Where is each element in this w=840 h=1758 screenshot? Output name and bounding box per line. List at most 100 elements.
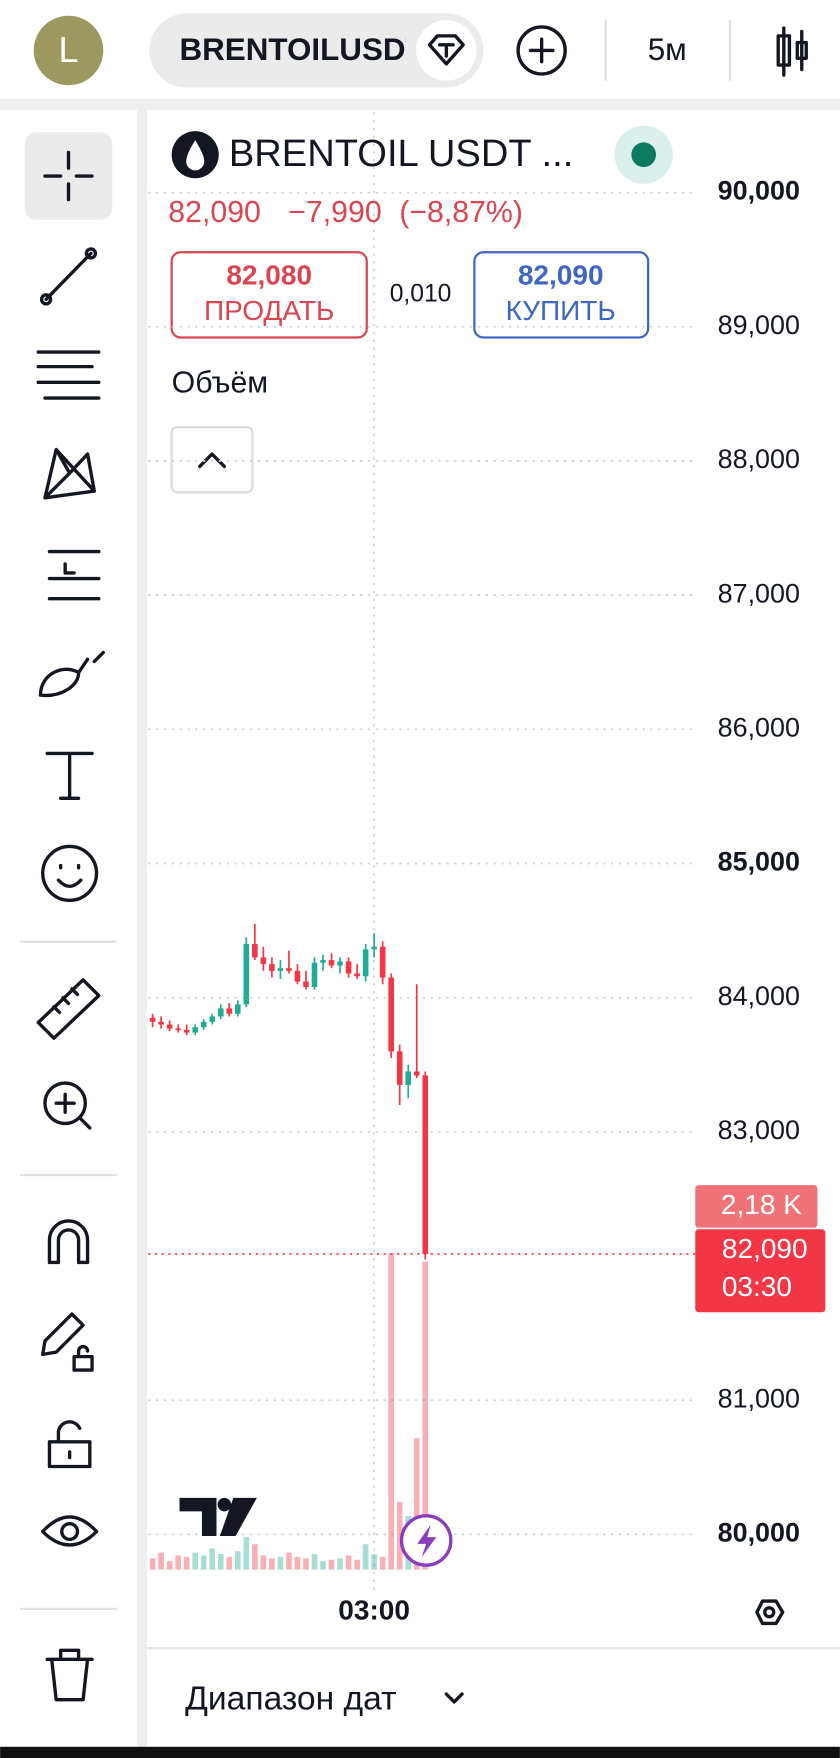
volume-bar	[413, 1438, 420, 1570]
chart-title: BRENTOIL USDT ...	[229, 133, 573, 175]
volume-bar	[328, 1559, 335, 1570]
price-change-pct: (−8,87%)	[399, 196, 523, 229]
candle-body	[396, 1051, 403, 1085]
candle-body	[192, 1027, 199, 1033]
candle-body	[149, 1017, 156, 1022]
date-range[interactable]: Диапазон дат	[185, 1681, 396, 1718]
flash-icon	[417, 1524, 437, 1558]
crosshair-tool[interactable]	[43, 150, 94, 202]
interval[interactable]: 5м	[648, 32, 687, 67]
magnet-tool[interactable]	[47, 1219, 90, 1265]
candle-body	[252, 944, 258, 958]
candle-body	[388, 977, 394, 1052]
buy-label: КУПИТЬ	[506, 295, 616, 326]
chart-type-icon[interactable]	[776, 26, 808, 77]
volume-bar	[226, 1556, 233, 1570]
add-button[interactable]	[516, 25, 567, 76]
volume-bar	[166, 1561, 173, 1570]
drop-icon	[186, 140, 205, 171]
countdown: 03:30	[722, 1271, 792, 1302]
candle-body	[328, 960, 335, 966]
candle-body	[200, 1021, 207, 1028]
buy-button[interactable]	[473, 251, 650, 339]
candle-body	[354, 973, 360, 977]
lock-tool[interactable]	[47, 1420, 92, 1469]
volume-bar	[396, 1501, 403, 1570]
volume-bar	[252, 1544, 258, 1570]
volume-bar	[311, 1554, 318, 1570]
y-tick-label: 88,000	[718, 444, 800, 474]
candle-body	[226, 1008, 233, 1014]
price-tag	[695, 1229, 826, 1313]
candle-body	[405, 1071, 412, 1085]
brush-tool[interactable]	[38, 650, 105, 698]
volume-bar	[371, 1554, 377, 1570]
pattern-tool[interactable]	[43, 447, 96, 500]
collapse-button[interactable]	[170, 426, 254, 494]
candle-body	[337, 961, 343, 966]
position-tool[interactable]	[47, 549, 101, 601]
volume-bar	[175, 1555, 181, 1570]
status-dot	[631, 142, 657, 168]
trendline-tool[interactable]	[44, 251, 93, 302]
lock-drawings-tool[interactable]	[41, 1312, 94, 1372]
tool-dot	[39, 293, 53, 306]
sell-label: ПРОДАТЬ	[204, 295, 334, 326]
settings-button[interactable]	[755, 1599, 785, 1626]
volume-bar	[183, 1556, 190, 1570]
price-change: −7,990	[288, 196, 381, 229]
volume-bar	[277, 1556, 284, 1570]
zoom-tool[interactable]	[43, 1081, 88, 1126]
emoji-tool[interactable]	[41, 844, 99, 902]
text-tool[interactable]	[45, 751, 94, 800]
volume-bar	[260, 1555, 267, 1570]
sell-price: 82,080	[226, 259, 312, 290]
volume-bar	[149, 1558, 156, 1570]
volume-bar	[200, 1555, 207, 1570]
tool-selected	[24, 132, 113, 220]
volume-bar	[337, 1558, 343, 1570]
candle-body	[320, 960, 326, 963]
buy-price: 82,090	[518, 259, 604, 290]
tradingview-logo	[179, 1497, 257, 1537]
y-tick-label: 85,000	[718, 847, 800, 877]
avatar[interactable]	[33, 15, 104, 86]
fib-tool[interactable]	[36, 350, 101, 400]
y-tick-label: 80,000	[718, 1517, 800, 1547]
symbol-name: BRENTOILUSDT	[180, 32, 425, 67]
plot: 90,000 89,000 88,000 87,000 86,000 85,000 84,0…	[148, 112, 826, 1626]
candle-body	[158, 1021, 164, 1025]
chevron-up	[198, 452, 227, 469]
volume-tag-label: 2,18 K	[721, 1189, 802, 1220]
volume-bar	[388, 1253, 394, 1570]
emoji-face	[56, 863, 83, 888]
eye-pupil	[60, 1521, 80, 1542]
logo-dot	[217, 1497, 232, 1512]
volume-bar	[379, 1556, 386, 1570]
tool-dot	[84, 247, 98, 260]
volume-title: Объём	[172, 367, 268, 400]
candle-body	[303, 981, 309, 987]
candle-body	[235, 1004, 241, 1014]
ruler-tool[interactable]	[36, 978, 101, 1040]
sell-button[interactable]	[170, 251, 368, 339]
candle-body	[243, 944, 250, 1005]
candle-body	[183, 1029, 190, 1033]
y-tick-label: 83,000	[718, 1115, 800, 1145]
candle-body	[286, 968, 292, 971]
candle-body	[209, 1016, 216, 1022]
volume-bar	[422, 1261, 429, 1570]
visibility-tool[interactable]	[41, 1515, 99, 1547]
avatar-letter: L	[59, 30, 79, 70]
y-tick-label: 86,000	[718, 712, 800, 742]
delete-tool[interactable]	[45, 1648, 94, 1702]
drawing-toolbar	[20, 132, 117, 1702]
y-tick-label: 81,000	[718, 1383, 800, 1413]
volume-bar	[217, 1554, 224, 1570]
volume-bar	[362, 1544, 369, 1570]
price-tag-label: 82,090	[722, 1233, 808, 1264]
symbol-search[interactable]	[149, 13, 484, 88]
volume-bar	[354, 1559, 360, 1570]
